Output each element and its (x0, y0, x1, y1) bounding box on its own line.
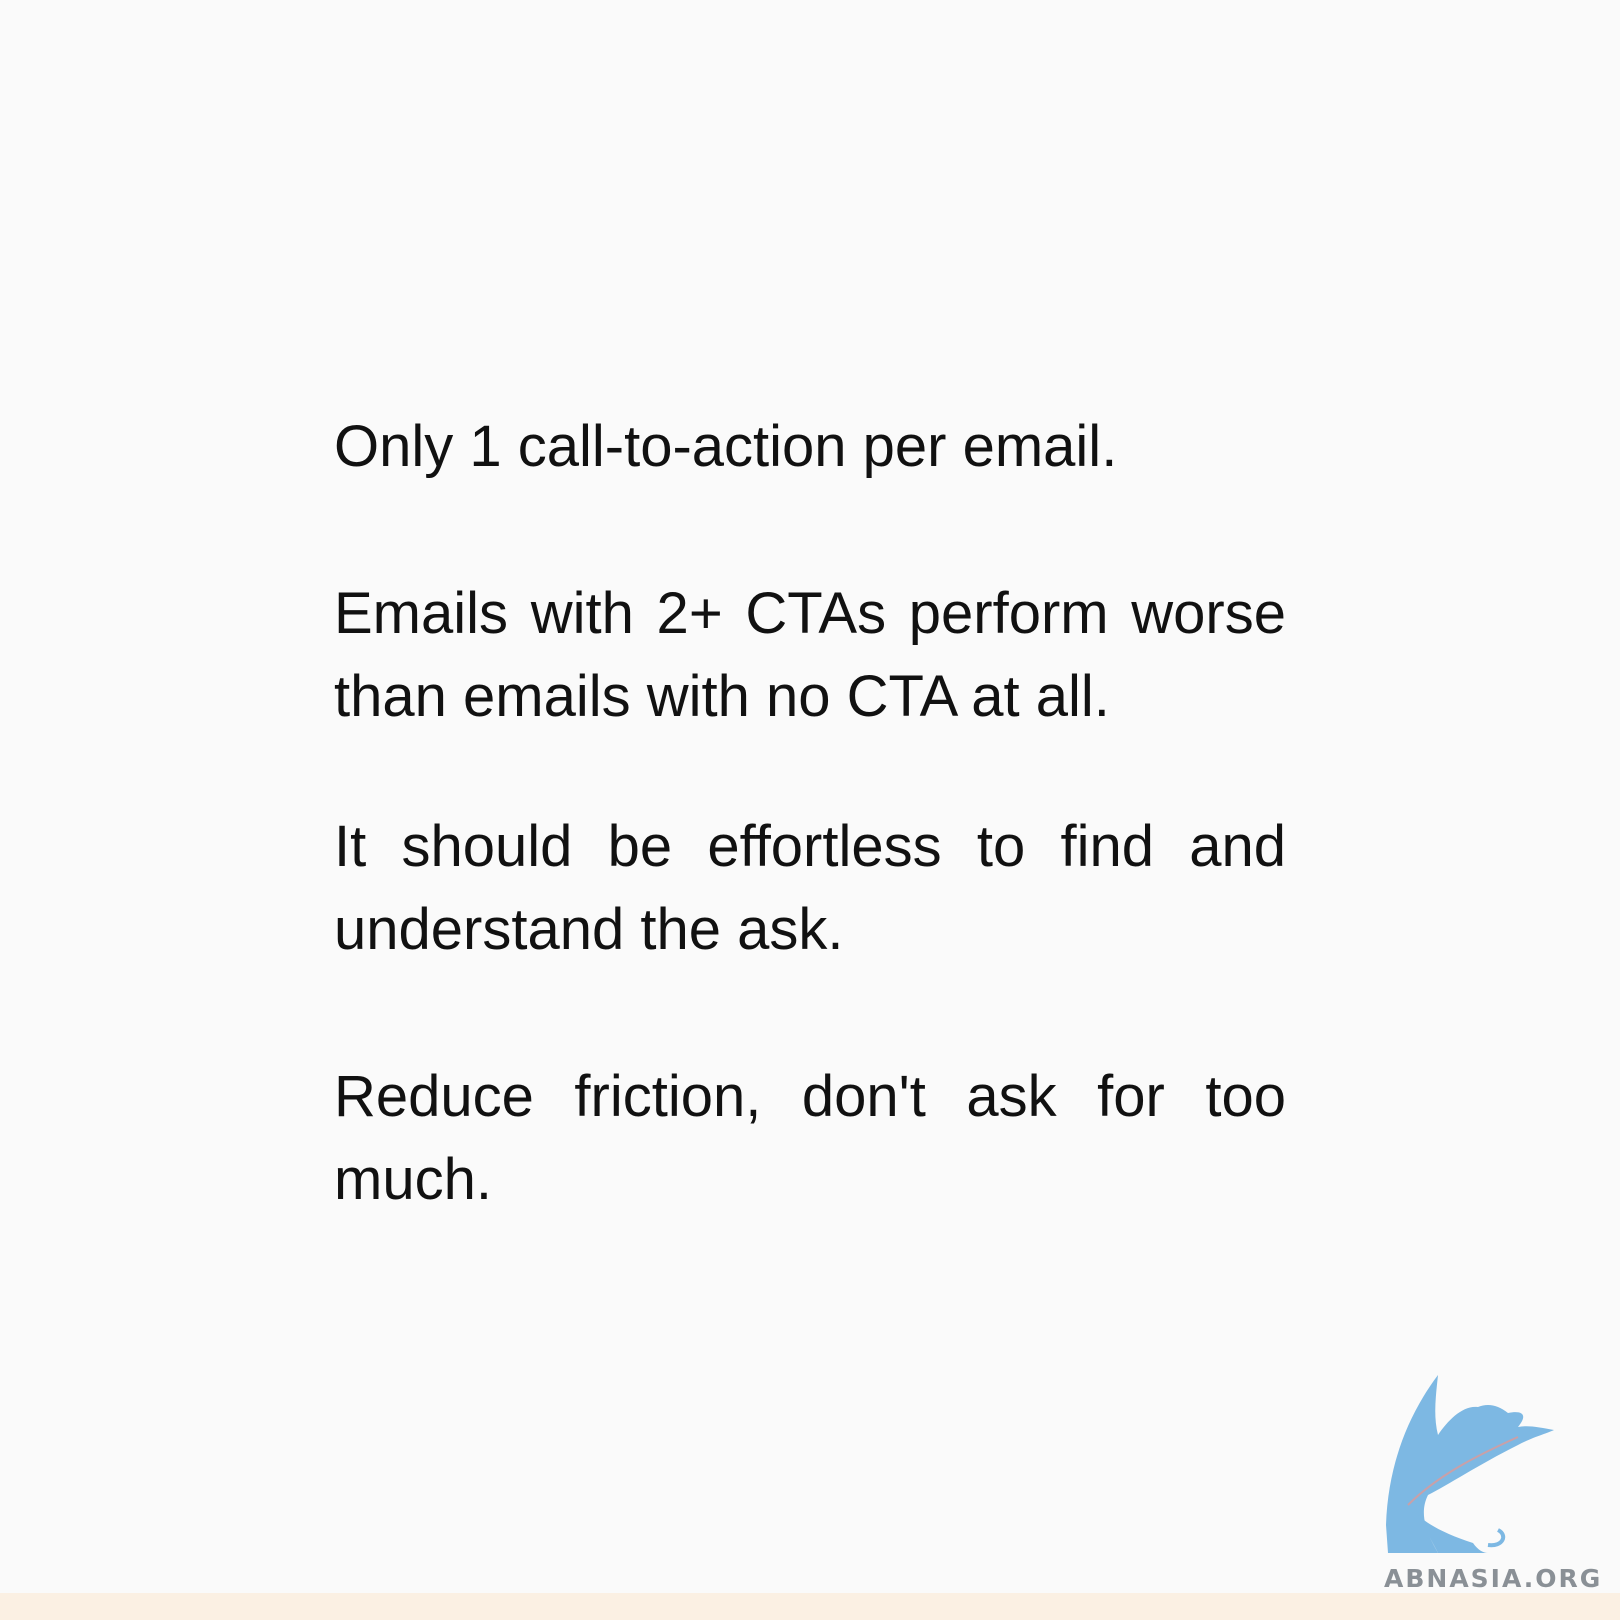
paragraph: Reduce friction, don't ask for too much. (334, 1064, 1286, 1212)
logo-text: ABNASIA.ORG (1384, 1564, 1603, 1593)
footer-strip (0, 1593, 1620, 1620)
paragraph: It should be effortless to find and unde… (334, 814, 1286, 962)
paragraph: Only 1 call-to-action per email. (334, 414, 1118, 479)
logo-bird (1386, 1375, 1554, 1553)
paragraph: Emails with 2+ CTAs perform worse than e… (334, 581, 1286, 729)
